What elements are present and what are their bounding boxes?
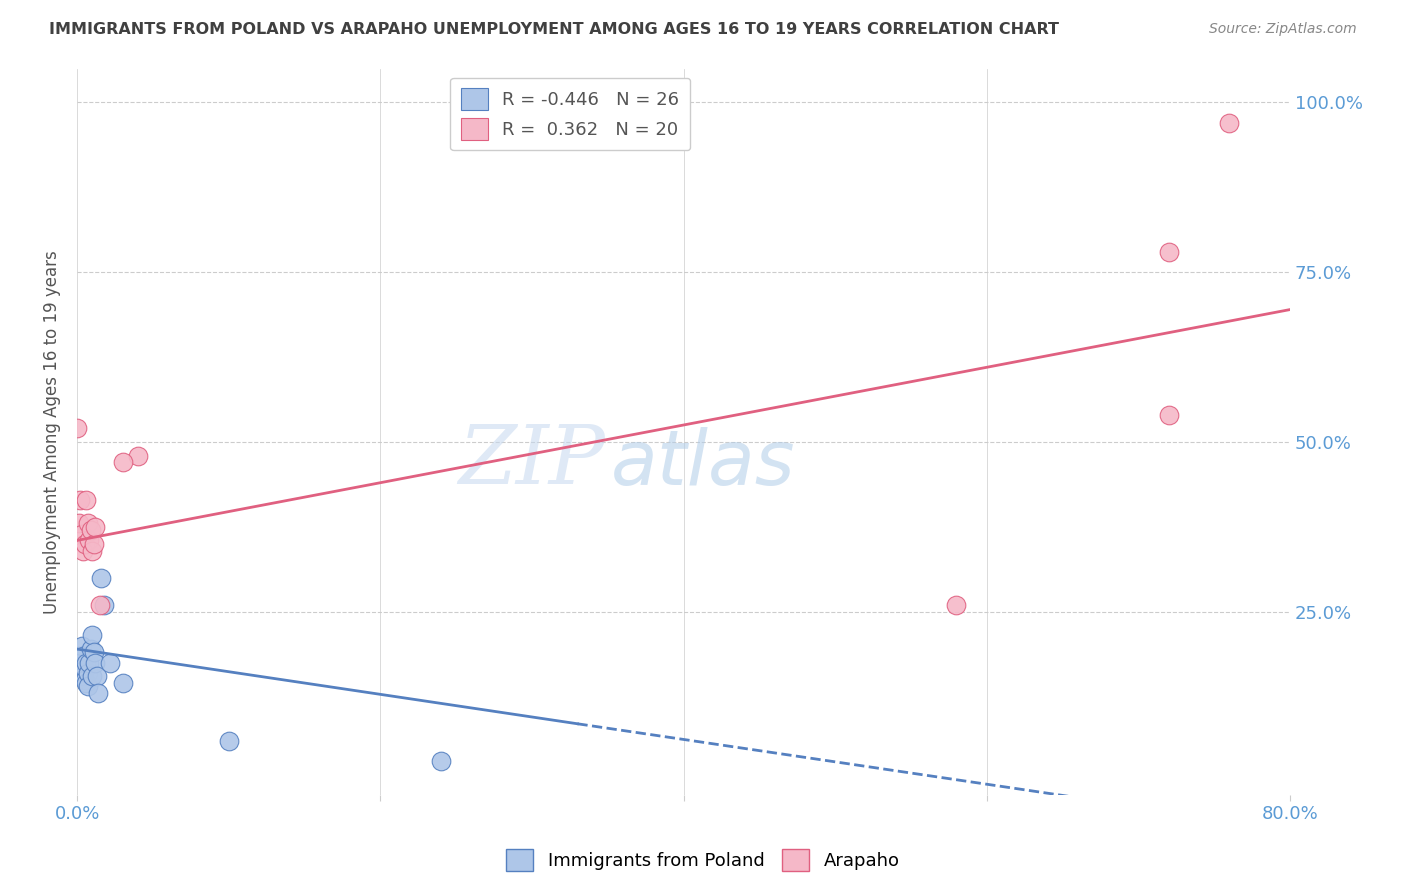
Point	[1157, 408, 1180, 422]
Point	[75, 492, 97, 507]
Point	[83, 537, 105, 551]
Point	[70, 665, 93, 680]
Point	[1157, 244, 1180, 259]
Point	[89, 598, 111, 612]
Point	[945, 598, 967, 612]
Point	[73, 663, 96, 677]
Text: Source: ZipAtlas.com: Source: ZipAtlas.com	[1209, 22, 1357, 37]
Point	[76, 665, 98, 680]
Point	[75, 676, 97, 690]
Point	[80, 642, 103, 657]
Point	[84, 656, 107, 670]
Point	[111, 455, 134, 469]
Point	[76, 680, 98, 694]
Point	[82, 543, 104, 558]
Point	[1218, 116, 1240, 130]
Text: IMMIGRANTS FROM POLAND VS ARAPAHO UNEMPLOYMENT AMONG AGES 16 TO 19 YEARS CORRELA: IMMIGRANTS FROM POLAND VS ARAPAHO UNEMPL…	[49, 22, 1059, 37]
Point	[93, 598, 115, 612]
Point	[218, 733, 240, 747]
Point	[77, 533, 100, 548]
Text: ZIP: ZIP	[458, 421, 605, 500]
Point	[127, 449, 149, 463]
Point	[69, 492, 91, 507]
Point	[73, 537, 96, 551]
Point	[67, 516, 90, 531]
Point	[82, 669, 104, 683]
Point	[84, 520, 107, 534]
Point	[83, 645, 105, 659]
Point	[111, 676, 134, 690]
Point	[69, 656, 91, 670]
Point	[67, 648, 90, 663]
Point	[100, 656, 122, 670]
Point	[80, 523, 103, 537]
Point	[66, 421, 89, 435]
Point	[87, 686, 110, 700]
Point	[82, 628, 104, 642]
Point	[76, 516, 98, 531]
Legend: Immigrants from Poland, Arapaho: Immigrants from Poland, Arapaho	[499, 842, 907, 879]
Point	[70, 639, 93, 653]
Text: atlas: atlas	[610, 427, 796, 501]
Point	[430, 754, 453, 768]
Point	[86, 669, 108, 683]
Point	[75, 656, 97, 670]
Point	[72, 543, 94, 558]
Point	[72, 648, 94, 663]
Y-axis label: Unemployment Among Ages 16 to 19 years: Unemployment Among Ages 16 to 19 years	[44, 250, 60, 614]
Point	[77, 656, 100, 670]
Point	[90, 571, 112, 585]
Legend: R = -0.446   N = 26, R =  0.362   N = 20: R = -0.446 N = 26, R = 0.362 N = 20	[450, 78, 690, 151]
Point	[70, 526, 93, 541]
Point	[73, 673, 96, 687]
Point	[72, 669, 94, 683]
